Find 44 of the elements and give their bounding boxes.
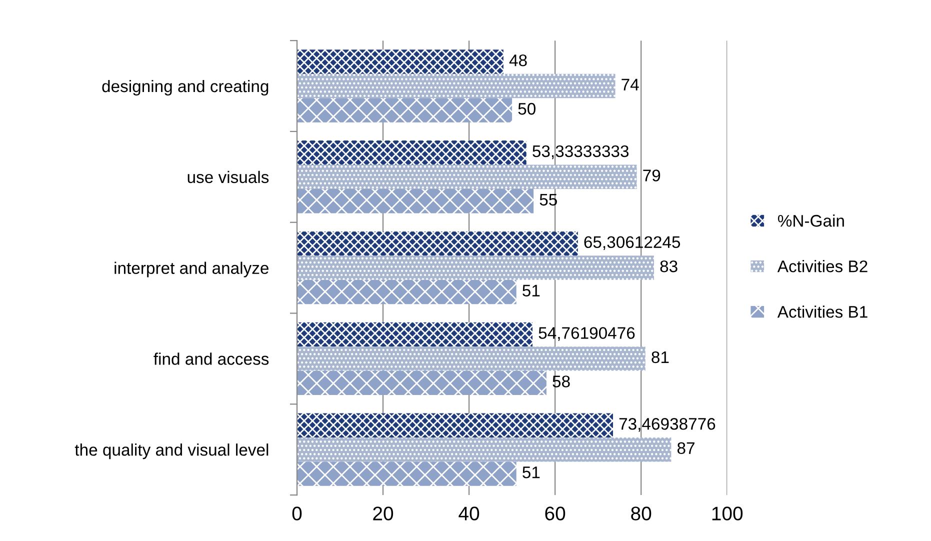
data-label: 53,33333333	[532, 145, 629, 160]
data-label: 48	[509, 54, 527, 66]
data-label: 51	[522, 466, 540, 478]
data-label: 54,76190476	[538, 327, 635, 341]
bar	[296, 50, 504, 74]
data-label: 79	[643, 170, 660, 182]
legend-label: Activities B2	[777, 260, 868, 272]
bar	[296, 74, 616, 98]
bar	[296, 164, 637, 190]
legend-label: Activities B1	[777, 306, 868, 318]
y-tick-label: designing and creating	[102, 80, 268, 96]
bar	[296, 256, 654, 280]
bar	[296, 280, 516, 304]
y-tick-label: find and access	[154, 352, 269, 365]
x-tick-label: 20	[373, 506, 394, 520]
x-tick-label: 100	[712, 506, 743, 520]
data-label: 81	[652, 351, 669, 364]
y-tick-label: interpret and analyze	[114, 262, 268, 278]
data-label: 87	[677, 442, 694, 454]
data-label: 65,30612245	[584, 236, 680, 250]
data-label: 73,46938776	[619, 418, 716, 432]
data-label: 50	[518, 102, 536, 115]
bar	[296, 140, 526, 165]
bar	[296, 370, 546, 396]
y-tick-label: use visuals	[188, 170, 269, 184]
bar	[296, 462, 516, 486]
x-tick-label: 0	[292, 506, 302, 520]
x-tick-label: 80	[631, 506, 652, 520]
bar	[296, 189, 534, 214]
data-label: 58	[552, 376, 570, 388]
data-label: 74	[622, 78, 639, 90]
data-label: 55	[540, 194, 557, 206]
bar	[296, 322, 533, 347]
x-tick-label: 60	[545, 506, 566, 520]
bar	[296, 231, 578, 256]
bar	[296, 98, 512, 122]
y-tick-label: the quality and visual level	[74, 444, 268, 460]
legend-label: %N-Gain	[778, 214, 844, 227]
bar	[296, 346, 646, 371]
data-label: 83	[660, 260, 678, 272]
data-label: 51	[522, 284, 540, 297]
bar	[296, 413, 613, 438]
bar	[296, 437, 672, 462]
x-tick-label: 40	[458, 506, 480, 520]
